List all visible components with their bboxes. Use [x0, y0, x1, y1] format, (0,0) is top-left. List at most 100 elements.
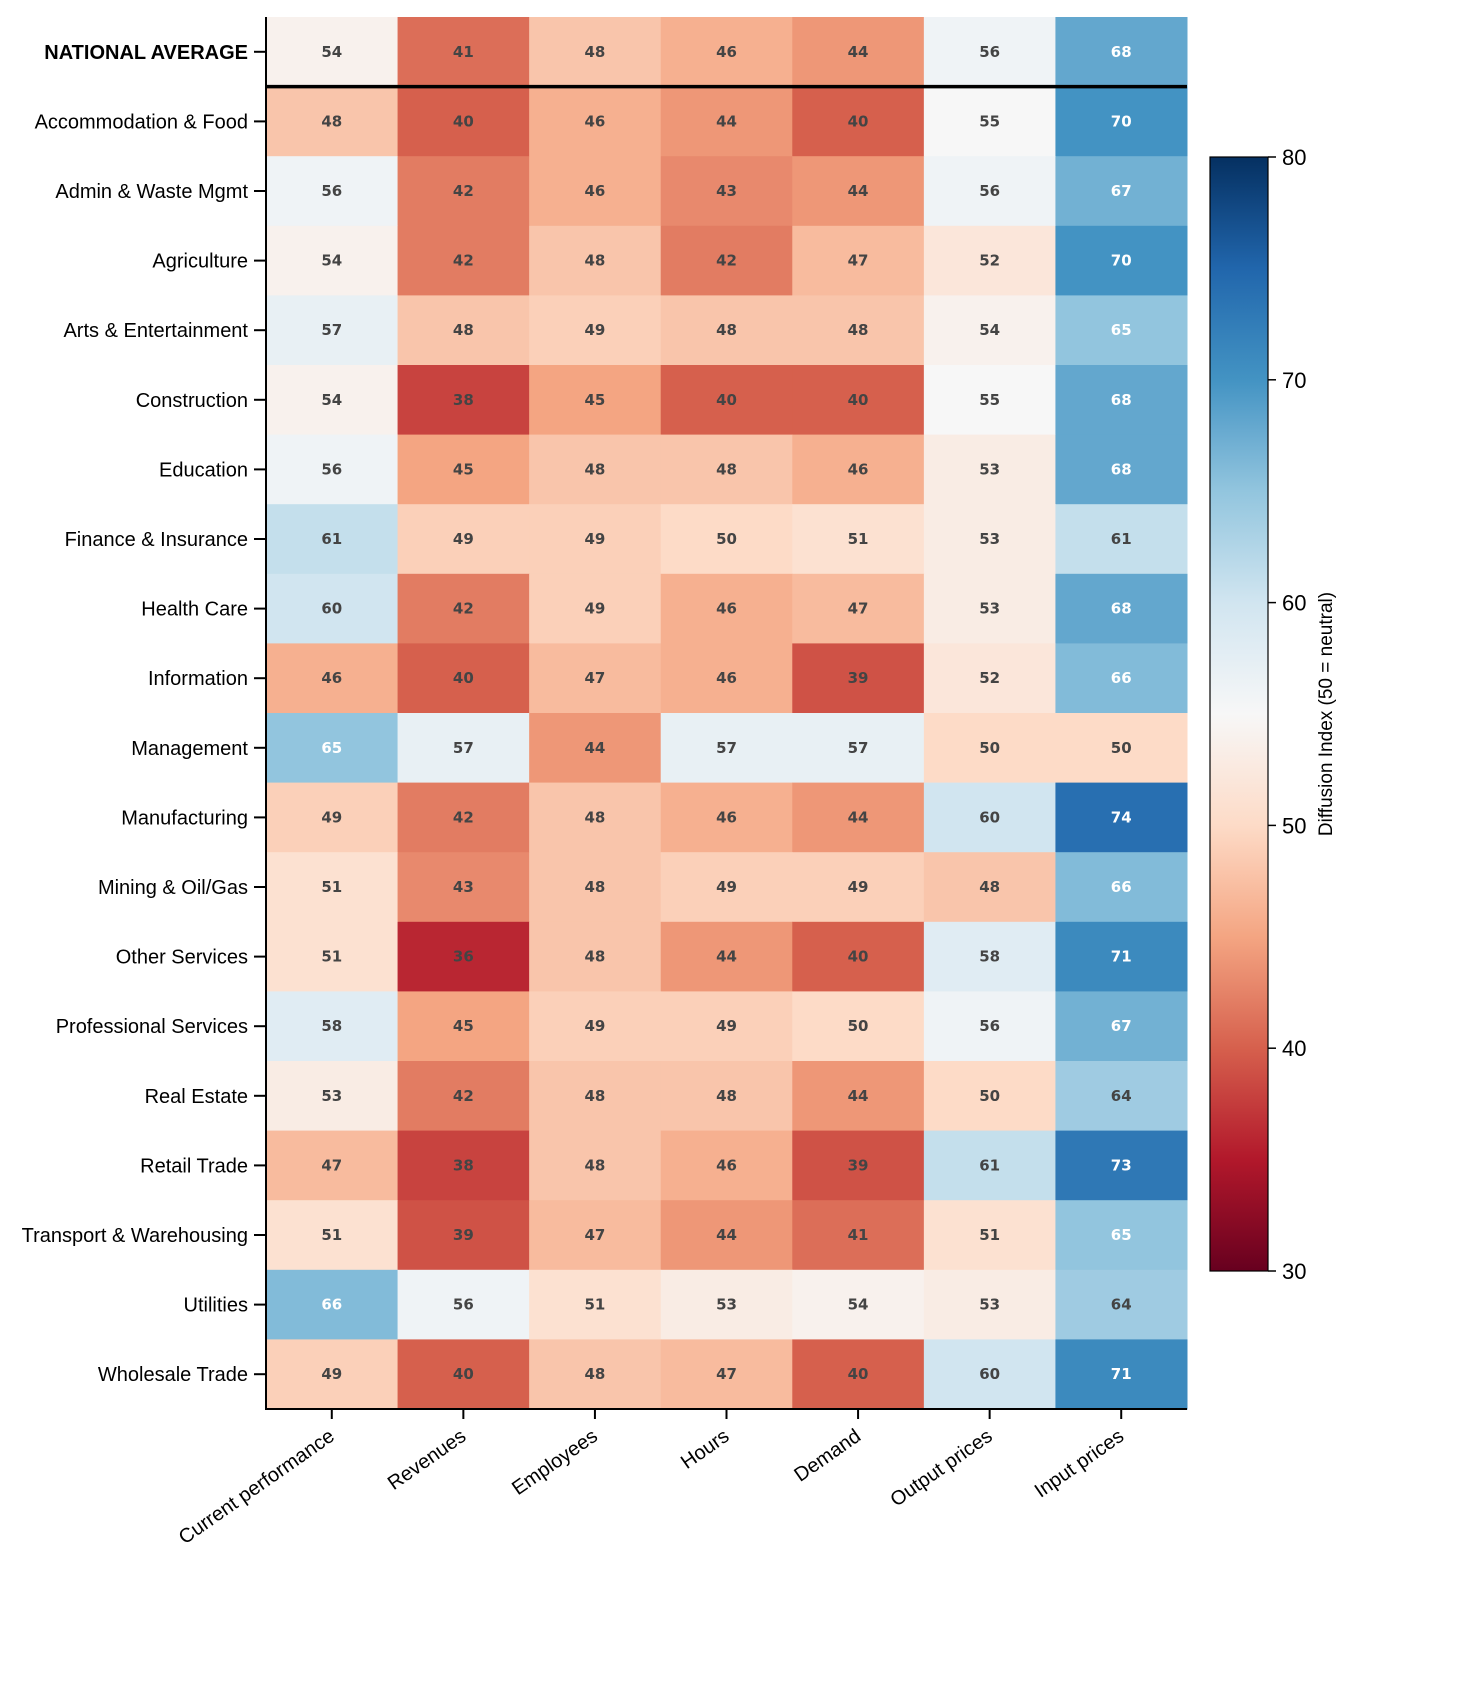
cell-value-label: 41: [453, 43, 474, 61]
cell-value-label: 67: [1111, 1017, 1132, 1035]
cell-value-label: 46: [584, 182, 605, 200]
row-labels: NATIONAL AVERAGE Accommodation & Food Admi…: [22, 42, 249, 1386]
cell-value-label: 57: [453, 739, 474, 757]
cell-value-label: 64: [1111, 1087, 1132, 1105]
cell-value-label: 40: [848, 1365, 869, 1383]
heatmap-cell: [266, 156, 399, 227]
cell-value-label: 54: [979, 321, 1000, 339]
heatmap-cell: [1055, 434, 1188, 505]
heatmap-cell: [923, 643, 1056, 714]
cell-value-label: 45: [453, 460, 474, 478]
cell-value-label: 70: [1111, 112, 1132, 130]
cell-value-label: 46: [716, 600, 737, 618]
heatmap-cell: [266, 713, 399, 784]
cell-value-label: 57: [716, 739, 737, 757]
heatmap-cell: [266, 17, 399, 88]
cell-value-label: 44: [848, 1087, 869, 1105]
heatmap-cell: [1055, 852, 1188, 923]
cell-value-label: 61: [1111, 530, 1132, 548]
heatmap-cell: [397, 921, 530, 992]
heatmap-cell: [397, 434, 530, 505]
heatmap-cell: [660, 86, 793, 157]
heatmap-cell: [397, 643, 530, 714]
cell-value-label: 44: [848, 808, 869, 826]
heatmap-cell: [923, 573, 1056, 644]
cell-value-label: 66: [321, 1296, 342, 1314]
cell-value-label: 47: [848, 252, 869, 270]
cell-value-label: 49: [584, 600, 605, 618]
cell-value-label: 53: [979, 530, 1000, 548]
colorbar-tick-label: 30: [1282, 1259, 1306, 1284]
heatmap-cell: [529, 1339, 662, 1410]
heatmap-cell: [266, 921, 399, 992]
column-label: Employees: [508, 1425, 602, 1500]
cell-value-label: 51: [584, 1296, 605, 1314]
heatmap-cell: [1055, 643, 1188, 714]
heatmap-cell: [397, 504, 530, 575]
column-labels: Current performance Revenues Employees Hour…: [175, 1425, 1128, 1549]
cell-value-label: 64: [1111, 1296, 1132, 1314]
row-label: Accommodation & Food: [35, 111, 248, 133]
heatmap-cell: [529, 1269, 662, 1340]
colorbar-label: Diffusion Index (50 = neutral): [1316, 592, 1337, 836]
row-label: Manufacturing: [121, 807, 248, 829]
cell-value-label: 50: [1111, 739, 1132, 757]
cell-value-label: 40: [453, 669, 474, 687]
row-label: Retail Trade: [140, 1155, 248, 1177]
heatmap-cell: [792, 504, 925, 575]
heatmap-cell: [660, 1339, 793, 1410]
heatmap-cell: [792, 573, 925, 644]
row-label: Health Care: [141, 599, 248, 621]
cell-value-label: 50: [848, 1017, 869, 1035]
cell-value-label: 57: [321, 321, 342, 339]
heatmap-cell: [660, 782, 793, 853]
cell-value-label: 40: [848, 391, 869, 409]
heatmap-cell: [266, 782, 399, 853]
cell-value-label: 48: [716, 321, 737, 339]
heatmap-cell: [266, 295, 399, 366]
cell-value-label: 53: [979, 1296, 1000, 1314]
heatmap-cell: [792, 1200, 925, 1271]
heatmap-cell: [529, 921, 662, 992]
cell-value-label: 68: [1111, 460, 1132, 478]
cell-value-label: 53: [321, 1087, 342, 1105]
heatmap-cell: [923, 991, 1056, 1062]
heatmap-cell: [792, 17, 925, 88]
cell-value-label: 49: [321, 808, 342, 826]
cell-value-label: 54: [321, 43, 342, 61]
heatmap-cell: [660, 991, 793, 1062]
cell-value-label: 48: [453, 321, 474, 339]
cell-value-label: 50: [716, 530, 737, 548]
heatmap-cell: [266, 573, 399, 644]
heatmap-cell: [923, 782, 1056, 853]
cell-value-label: 56: [321, 182, 342, 200]
cell-value-label: 74: [1111, 808, 1132, 826]
heatmap-cell: [923, 1061, 1056, 1132]
heatmap-cell: [923, 365, 1056, 436]
heatmap-cell: [266, 365, 399, 436]
cell-value-label: 71: [1111, 1365, 1132, 1383]
cell-value-label: 42: [716, 252, 737, 270]
cell-value-label: 38: [453, 391, 474, 409]
colorbar: 30 40 50 60 70 80 Diffusion Index (50 = neutra…: [1209, 145, 1337, 1284]
heatmap-cell: [660, 852, 793, 923]
cell-value-label: 40: [453, 1365, 474, 1383]
heatmap-cell: [529, 86, 662, 157]
heatmap-cell: [923, 504, 1056, 575]
heatmap-cell: [1055, 365, 1188, 436]
cell-value-label: 39: [453, 1226, 474, 1244]
cell-value-label: 47: [584, 1226, 605, 1244]
heatmap-cell: [397, 573, 530, 644]
heatmap-cell: [397, 782, 530, 853]
cell-value-label: 47: [584, 669, 605, 687]
heatmap-cell: [397, 1130, 530, 1201]
cell-value-label: 45: [453, 1017, 474, 1035]
column-label: Output prices: [886, 1425, 996, 1511]
cell-value-label: 46: [716, 43, 737, 61]
column-label: Demand: [790, 1425, 865, 1486]
cell-value-label: 61: [321, 530, 342, 548]
heatmap-cell: [923, 852, 1056, 923]
heatmap-cell: [923, 17, 1056, 88]
heatmap-cell: [923, 1339, 1056, 1410]
heatmap-cell: [529, 295, 662, 366]
